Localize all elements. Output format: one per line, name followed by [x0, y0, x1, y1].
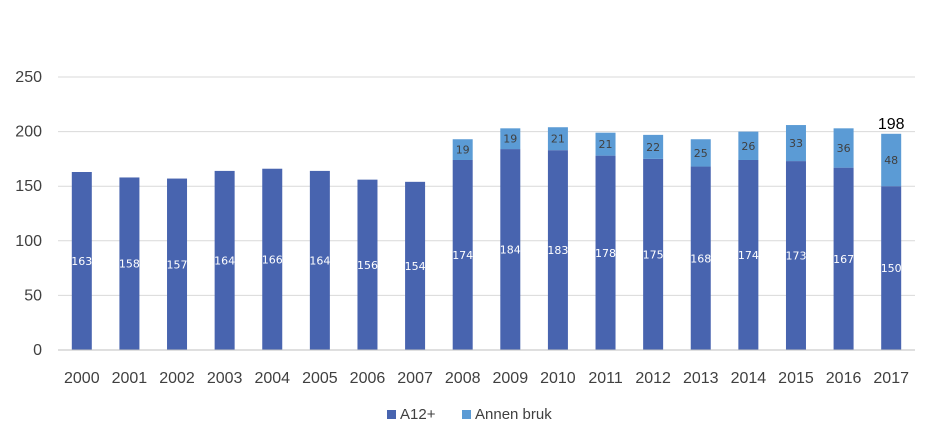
gridlines [58, 76, 915, 296]
x-tick-label: 2008 [445, 370, 481, 387]
data-label-annen-bruk: 19 [456, 144, 470, 157]
data-label-a12: 178 [595, 247, 616, 260]
axes: 0 50 100 150 200 250 2000 2001 2002 2003 2004 2005 2… [15, 69, 915, 387]
data-label-a12: 166 [262, 253, 283, 266]
data-label-a12: 167 [833, 253, 854, 266]
legend-swatch-0 [387, 410, 396, 419]
data-label-annen-bruk: 48 [884, 154, 898, 167]
bar-a12-2007 [405, 181, 426, 350]
x-tick-label: 2000 [64, 370, 100, 387]
bar-annen-bruk-2012 [643, 134, 664, 159]
data-labels: 163 158 157 164 166 164 156 154 174 19 184 19 183 21 1… [71, 116, 904, 275]
y-tick-label: 100 [15, 233, 42, 250]
data-label-a12: 184 [500, 244, 521, 257]
bar-a12-2016 [833, 167, 854, 350]
x-tick-label: 2009 [493, 370, 529, 387]
bar-a12-2014 [738, 159, 759, 350]
bar-annen-bruk-2015 [785, 125, 806, 162]
bar-a12-2006 [357, 179, 378, 350]
y-tick-label: 50 [24, 287, 42, 304]
x-tick-label: 2004 [254, 370, 290, 387]
bar-a12-2001 [119, 177, 140, 350]
bar-a12-2000 [71, 172, 92, 350]
bars [71, 125, 902, 350]
x-tick-label: 2017 [873, 370, 909, 387]
data-label-a12: 183 [547, 244, 568, 257]
x-tick-label: 2005 [302, 370, 338, 387]
data-label-annen-bruk: 33 [789, 137, 803, 150]
data-label-a12: 150 [881, 262, 902, 275]
bar-annen-bruk-2017 [881, 133, 902, 187]
data-label-a12: 168 [690, 252, 711, 265]
bar-a12-2009 [500, 149, 521, 350]
data-label-a12: 164 [214, 254, 235, 267]
data-label-annen-bruk: 25 [694, 147, 708, 160]
x-tick-label: 2011 [588, 370, 623, 387]
bar-a12-2010 [547, 150, 568, 350]
x-tick-label: 2006 [350, 370, 386, 387]
x-tick-label: 2003 [207, 370, 243, 387]
bar-annen-bruk-2011 [595, 132, 616, 156]
data-label-a12: 163 [71, 255, 92, 268]
legend: A12+ Annen bruk [387, 406, 552, 423]
data-label-annen-bruk: 22 [646, 141, 660, 154]
x-tick-label: 2002 [159, 370, 195, 387]
x-tick-label: 2014 [731, 370, 767, 387]
data-label-a12: 174 [738, 249, 759, 262]
bar-a12-2002 [167, 178, 188, 350]
legend-swatch-1 [462, 410, 471, 419]
bar-annen-bruk-2014 [738, 131, 759, 160]
bar-a12-2013 [690, 166, 711, 350]
data-label-a12: 156 [357, 259, 378, 272]
bar-annen-bruk-2010 [547, 127, 568, 151]
legend-label: A12+ [400, 406, 436, 423]
y-tick-label: 200 [15, 124, 42, 141]
bar-a12-2005 [309, 170, 330, 350]
bar-a12-2008 [452, 159, 473, 350]
x-tick-label: 2001 [112, 370, 148, 387]
total-label: 198 [878, 116, 905, 133]
data-label-annen-bruk: 19 [503, 133, 517, 146]
x-tick-label: 2007 [397, 370, 433, 387]
data-label-a12: 158 [119, 258, 140, 271]
data-label-a12: 154 [405, 260, 426, 273]
data-label-a12: 157 [167, 258, 188, 271]
bar-a12-2015 [785, 161, 806, 350]
bar-annen-bruk-2009 [500, 128, 521, 150]
bar-annen-bruk-2013 [690, 139, 711, 167]
y-tick-label: 150 [15, 178, 42, 195]
x-tick-label: 2016 [826, 370, 862, 387]
x-tick-label: 2013 [683, 370, 719, 387]
y-tick-label: 0 [33, 342, 42, 359]
x-tick-label: 2015 [778, 370, 814, 387]
bar-a12-2004 [262, 168, 283, 350]
bar-a12-2003 [214, 170, 235, 350]
legend-label: Annen bruk [475, 406, 552, 423]
bar-a12-2012 [643, 158, 664, 350]
bar-annen-bruk-2008 [452, 139, 473, 160]
data-label-a12: 173 [785, 250, 806, 263]
bar-annen-bruk-2016 [833, 128, 854, 168]
data-label-a12: 164 [309, 254, 330, 267]
bar-a12-2017 [881, 186, 902, 350]
x-tick-label: 2010 [540, 370, 576, 387]
data-label-a12: 174 [452, 249, 473, 262]
data-label-annen-bruk: 21 [599, 138, 613, 151]
data-label-a12: 175 [643, 248, 664, 261]
data-label-annen-bruk: 21 [551, 133, 565, 146]
data-label-annen-bruk: 26 [741, 140, 755, 153]
data-label-annen-bruk: 36 [837, 142, 851, 155]
y-tick-label: 250 [15, 69, 42, 86]
x-tick-label: 2012 [635, 370, 671, 387]
bar-a12-2011 [595, 155, 616, 350]
